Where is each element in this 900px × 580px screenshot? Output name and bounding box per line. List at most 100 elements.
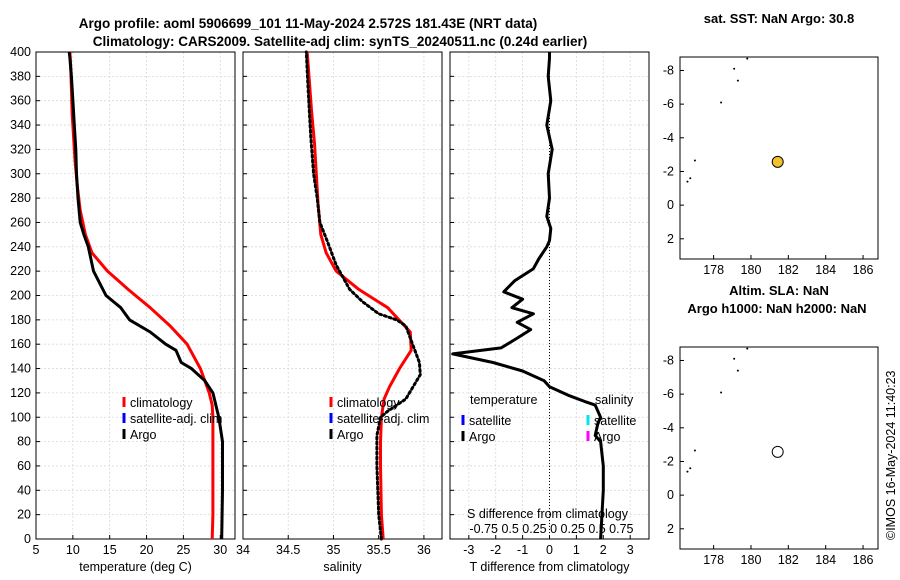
figure-title-line1: Argo profile: aoml 5906699_101 11-May-20…: [79, 16, 537, 31]
series-line-salinity-1: [304, 50, 422, 541]
y-tick-label: 40: [17, 483, 31, 497]
y-tick-label: 140: [10, 362, 31, 376]
coastline-speck: [686, 470, 689, 473]
coastline-speck: [686, 180, 689, 183]
y-tick-label: 2: [667, 522, 674, 536]
legend-title: salinity: [595, 393, 634, 407]
plots-layer: 5 10 15 20 25 3002040608010012014016018020022…: [10, 11, 879, 574]
legend-label: Argo: [130, 428, 156, 442]
x-tick-label: 186: [853, 263, 874, 277]
coastline-speck: [689, 467, 692, 470]
y-tick-label: 240: [10, 240, 31, 254]
coastline-speck: [736, 79, 739, 82]
y-tick-label: -4: [663, 421, 674, 435]
y-tick-label: 120: [10, 386, 31, 400]
y-tick-label: -6: [663, 97, 674, 111]
coastline-speck: [733, 357, 736, 360]
x-tick-label: 25: [176, 543, 190, 557]
x-tick-label: 35: [327, 543, 341, 557]
legend-label: satellite: [469, 414, 511, 428]
coastline-speck: [689, 177, 692, 180]
y-tick-label: 0: [24, 532, 31, 546]
x-tick-label: 34: [236, 543, 250, 557]
coastline-speck: [746, 347, 749, 350]
x-tick-label: 0: [546, 543, 553, 557]
panel-salinity: 34 34.5 35 35.5 36 salinity climatology satelli…: [236, 50, 443, 574]
y-tick-label: -6: [663, 387, 674, 401]
y-tick-label: 260: [10, 215, 31, 229]
x-axis-label-differences: T difference from climatology: [469, 560, 630, 574]
coastline-speck: [746, 57, 749, 60]
y-tick-label: 180: [10, 313, 31, 327]
x-tick-label: 15: [103, 543, 117, 557]
legend-label: Argo: [594, 430, 620, 444]
y-tick-label: 400: [10, 45, 31, 59]
x-tick-label: 186: [853, 553, 874, 567]
top-axis-label: S difference from climatology: [467, 507, 629, 521]
argo-position-marker: [771, 445, 784, 458]
x-tick-label: 3: [627, 543, 634, 557]
x-tick-label: 35.5: [367, 543, 391, 557]
y-tick-label: 300: [10, 167, 31, 181]
coastline-speck: [736, 369, 739, 372]
x-tick-label: 1: [573, 543, 580, 557]
y-tick-label: 360: [10, 94, 31, 108]
y-tick-label: 0: [667, 198, 674, 212]
legend-label: satellite-adj. clim: [130, 412, 222, 426]
map-title-sla: Altim. SLA: NaN: [729, 283, 829, 298]
x-tick-label: 184: [815, 263, 836, 277]
panel-sst_map: 178 180 182 184 186 -8 -6 -4 -2 0 2 sat. SST: NaN A…: [663, 11, 879, 277]
legend-salinity: salinity satellite Argo: [586, 393, 636, 444]
x-tick-label: 5: [33, 543, 40, 557]
coastline-speck: [693, 159, 696, 162]
panel-differences: -3 -2 -1 0 1 2 3 T difference from climatology S…: [449, 51, 650, 574]
y-tick-label: 340: [10, 118, 31, 132]
legend-temperature: temperature satellite Argo: [461, 393, 537, 444]
axes-frame-sla_map: [679, 346, 879, 550]
panel-sla_map: 178 180 182 184 186 -8 -6 -4 -2 0 2 Altim. SLA: NaN…: [663, 283, 879, 567]
coastline-speck: [693, 449, 696, 452]
x-tick-label: 178: [703, 263, 724, 277]
y-tick-label: 100: [10, 410, 31, 424]
x-axis-label-salinity: salinity: [323, 560, 362, 574]
legend-label: satellite: [594, 414, 636, 428]
x-tick-label: 180: [741, 263, 762, 277]
coastline-speck: [720, 101, 723, 104]
x-tick-label: -2: [490, 543, 501, 557]
x-tick-label: 2: [600, 543, 607, 557]
y-tick-label: -2: [663, 164, 674, 178]
y-tick-label: 200: [10, 289, 31, 303]
x-tick-label: 34.5: [276, 543, 300, 557]
legend-label: satellite-adj. clim: [337, 412, 429, 426]
y-tick-label: 320: [10, 142, 31, 156]
x-tick-label: 10: [66, 543, 80, 557]
legend-label: climatology: [337, 396, 400, 410]
axes-frame-sst_map: [679, 56, 879, 260]
figure-title-line2: Climatology: CARS2009. Satellite-adj cli…: [93, 34, 587, 49]
y-tick-label: 2: [667, 232, 674, 246]
y-tick-label: 60: [17, 459, 31, 473]
panel-temperature: 5 10 15 20 25 3002040608010012014016018020022…: [10, 45, 236, 574]
coastline-speck: [733, 67, 736, 70]
map-title-sst: sat. SST: NaN Argo: 30.8: [704, 11, 855, 26]
argo-position-marker: [771, 155, 784, 168]
y-tick-label: -4: [663, 131, 674, 145]
y-tick-label: 20: [17, 508, 31, 522]
legend-label: Argo: [469, 430, 495, 444]
x-tick-label: 184: [815, 553, 836, 567]
series-line-differences-0: [451, 52, 605, 540]
x-tick-label: -1: [517, 543, 528, 557]
x-tick-label: 36: [417, 543, 431, 557]
series-line-temperature-1: [67, 51, 224, 540]
footer-timestamp: ©IMOS 16-May-2024 11:40:23: [884, 370, 898, 540]
legend-label: climatology: [130, 396, 193, 410]
y-tick-label: 80: [17, 435, 31, 449]
y-tick-label: -2: [663, 454, 674, 468]
map-subtitle-sla: Argo h1000: NaN h2000: NaN: [687, 301, 866, 316]
x-tick-label: 20: [140, 543, 154, 557]
x-tick-label: 178: [703, 553, 724, 567]
legend-label: Argo: [337, 428, 363, 442]
x-tick-label: -3: [463, 543, 474, 557]
x-tick-label: 182: [778, 263, 799, 277]
